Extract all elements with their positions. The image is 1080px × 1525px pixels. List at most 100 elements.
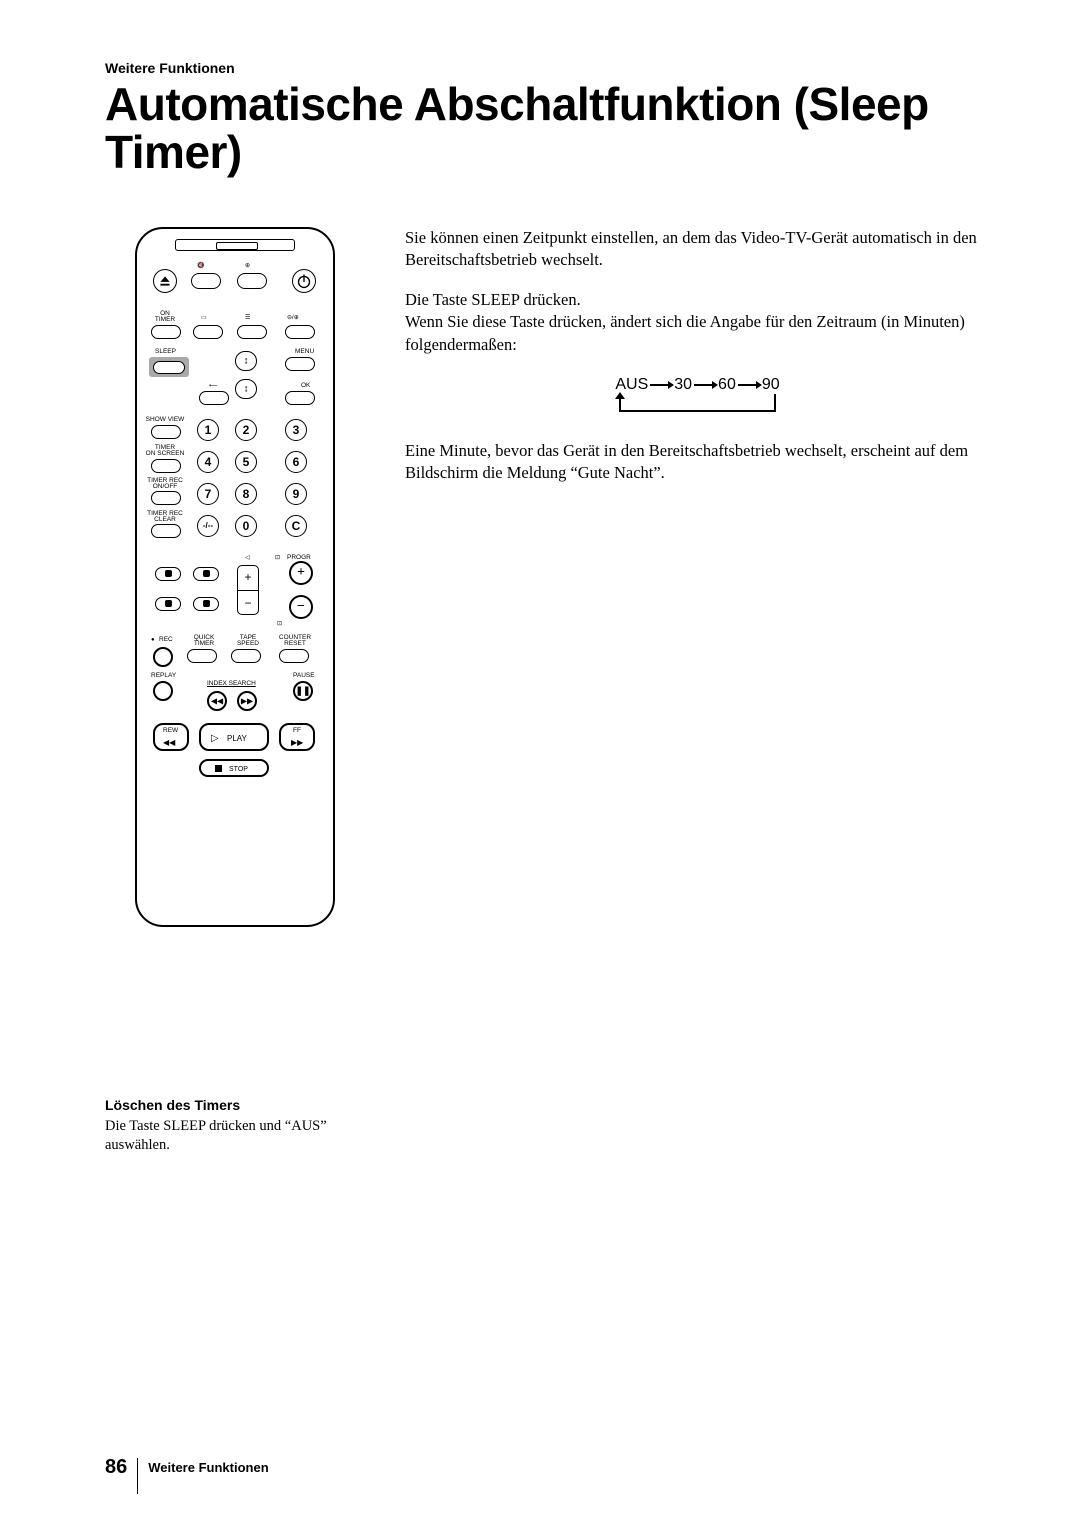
instruction-paragraph: Die Taste SLEEP drücken. Wenn Sie diese … <box>405 289 990 356</box>
remote-illustration: 🔇 ⊕ ON TIMER ▭ ☰ ⊖/⊕ SLEEP <box>135 227 335 927</box>
rec-button <box>153 647 173 667</box>
note-body: Die Taste SLEEP drücken und “AUS” auswäh… <box>105 1117 365 1156</box>
rec-label: REC <box>159 637 173 644</box>
sleep-label: SLEEP <box>155 349 176 356</box>
num-0: 0 <box>235 515 257 537</box>
showview-label: SHOW VIEW <box>145 417 185 424</box>
timer-onscreen-button <box>151 459 181 473</box>
return-line <box>621 398 773 412</box>
num-4: 4 <box>197 451 219 473</box>
pause-label: PAUSE <box>293 673 315 680</box>
document-page: Weitere Funktionen Automatische Abschalt… <box>0 0 1080 1525</box>
volume-rocker: +− <box>237 565 259 615</box>
seq-90: 90 <box>762 374 780 396</box>
power-button <box>292 269 316 293</box>
num-c: C <box>285 515 307 537</box>
counterreset-label: COUNTER RESET <box>277 635 313 648</box>
nav-down: ↕ <box>235 379 257 399</box>
footer-divider <box>137 1458 138 1494</box>
input-button <box>285 325 315 339</box>
mute-button <box>191 273 221 289</box>
showview-button <box>151 425 181 439</box>
on-timer-label: ON TIMER <box>151 311 179 324</box>
seq-60: 60 <box>718 374 736 396</box>
play-button: ▷ PLAY <box>199 723 269 751</box>
timer-rec-clear-button <box>151 524 181 538</box>
stop-text: STOP <box>229 766 248 773</box>
ok-button <box>285 391 315 405</box>
timer-rec-clear-label: TIMER REC CLEAR <box>145 511 185 524</box>
vol-icon: ◁ <box>245 555 250 561</box>
pill-a2 <box>193 567 219 581</box>
seq-30: 30 <box>674 374 692 396</box>
tapespeed-label: TAPE SPEED <box>233 635 263 648</box>
index-prev-button: ◀◀ <box>207 691 227 711</box>
replay-button <box>153 681 173 701</box>
num-6: 6 <box>285 451 307 473</box>
rew-text: REW <box>163 728 178 735</box>
arrow-icon <box>692 380 718 390</box>
replay-label: REPLAY <box>151 673 176 680</box>
format-button <box>193 325 223 339</box>
index-next-button: ▶▶ <box>237 691 257 711</box>
eject-button <box>153 269 177 293</box>
counterreset-button <box>279 649 309 663</box>
ff-button: FF ▶▶ <box>279 723 315 751</box>
display-icon: ⊕ <box>245 263 250 269</box>
content-row: 🔇 ⊕ ON TIMER ▭ ☰ ⊖/⊕ SLEEP <box>105 227 990 1156</box>
timer-onscreen-label: TIMER ON SCREEN <box>145 445 185 458</box>
num-1: 1 <box>197 419 219 441</box>
mute-icon: 🔇 <box>197 263 204 269</box>
arrow-icon <box>648 380 674 390</box>
num-9: 9 <box>285 483 307 505</box>
sidebar-note: Löschen des Timers Die Taste SLEEP drück… <box>105 1097 365 1156</box>
footer-section: Weitere Funktionen <box>148 1460 268 1475</box>
page-footer: 86 Weitere Funktionen <box>105 1456 269 1479</box>
timer-rec-onoff-button <box>151 491 181 505</box>
progr-down: − <box>289 595 313 619</box>
num-digit: -/-- <box>197 515 219 537</box>
tv-in-icon: ⊡ <box>277 621 282 627</box>
num-5: 5 <box>235 451 257 473</box>
progr-up: + <box>289 561 313 585</box>
num-8: 8 <box>235 483 257 505</box>
nav-left-button <box>199 391 229 405</box>
instruction-line1: Die Taste SLEEP drücken. <box>405 290 581 309</box>
tv-icon-label: ▭ <box>201 315 207 321</box>
arrow-icon <box>736 380 762 390</box>
instruction-line2: Wenn Sie diese Taste drücken, ändert sic… <box>405 312 965 353</box>
ok-label: OK <box>301 383 310 390</box>
play-text: PLAY <box>227 735 247 743</box>
text-icon-label: ☰ <box>245 315 250 321</box>
pause-button: ❚❚ <box>293 681 313 701</box>
note-paragraph: Eine Minute, bevor das Gerät in den Bere… <box>405 440 990 485</box>
input-icon-label: ⊖/⊕ <box>287 315 299 321</box>
sleep-button <box>153 361 185 374</box>
remote-column: 🔇 ⊕ ON TIMER ▭ ☰ ⊖/⊕ SLEEP <box>105 227 365 1156</box>
stop-button: STOP <box>199 759 269 777</box>
page-number: 86 <box>105 1456 127 1479</box>
rec-dot: ● <box>151 637 155 643</box>
pill-a1 <box>155 567 181 581</box>
menu-label: MENU <box>295 349 314 356</box>
display-button <box>237 273 267 289</box>
on-timer-button <box>151 325 181 339</box>
quicktimer-button <box>187 649 217 663</box>
rew-button: REW ◀◀ <box>153 723 189 751</box>
page-title: Automatische Abschaltfunktion (Sleep Tim… <box>105 80 990 177</box>
tv-out-icon: ⊡ <box>275 555 280 561</box>
section-label: Weitere Funktionen <box>105 60 990 76</box>
num-7: 7 <box>197 483 219 505</box>
text-button <box>237 325 267 339</box>
timer-rec-onoff-label: TIMER REC ON/OFF <box>145 478 185 491</box>
index-search-label: INDEX SEARCH <box>207 681 256 688</box>
note-title: Löschen des Timers <box>105 1097 365 1113</box>
ff-text: FF <box>293 728 301 735</box>
body-text-column: Sie können einen Zeitpunkt einstellen, a… <box>365 227 990 502</box>
menu-button <box>285 357 315 371</box>
tapespeed-button <box>231 649 261 663</box>
quicktimer-label: QUICK TIMER <box>189 635 219 648</box>
infrared-window <box>175 239 295 251</box>
sequence-diagram: AUS 30 60 90 <box>405 374 990 412</box>
pill-b2 <box>193 597 219 611</box>
